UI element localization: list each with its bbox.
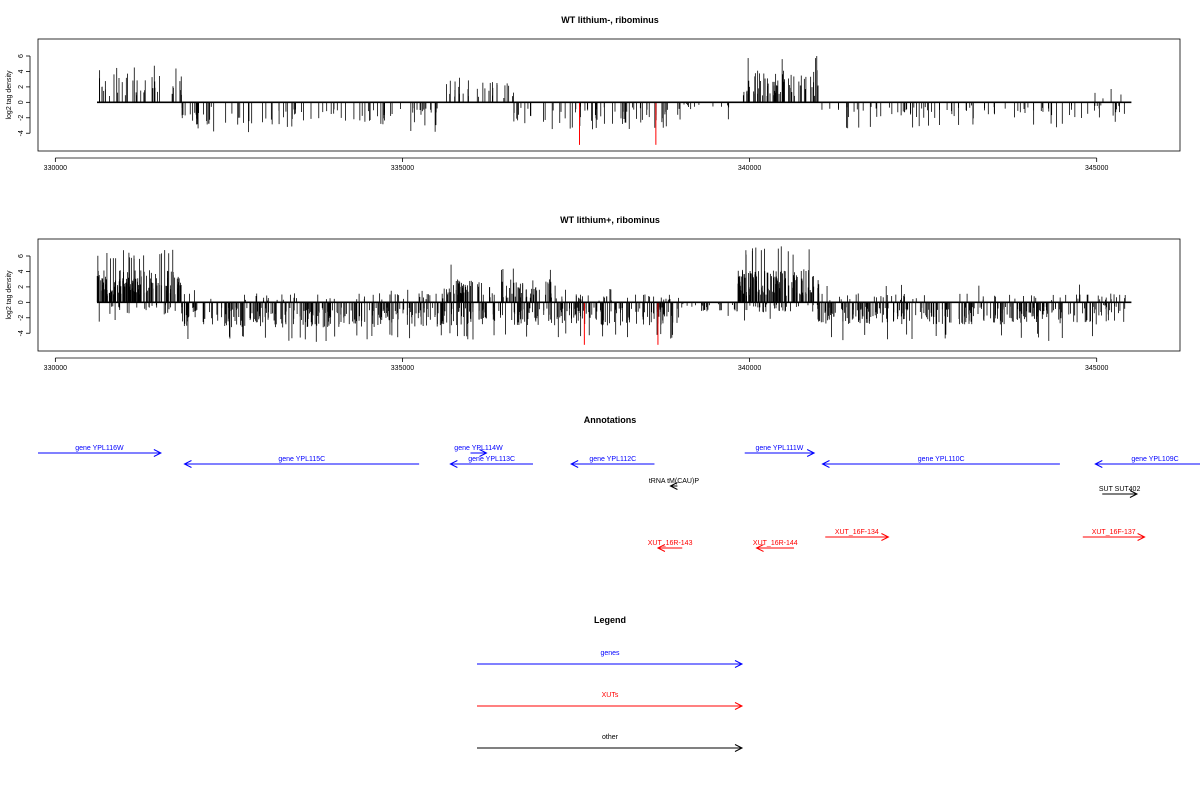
arrow-head: [449, 460, 458, 468]
legend-entry: XUTs: [477, 692, 744, 710]
arrow-head: [656, 544, 666, 552]
feature-label: XUT_16R-143: [648, 540, 693, 547]
annotation-items: gene YPL116W gene YPL115C gene YPL114W gene…: [38, 445, 1200, 552]
y-tick-label: 6: [18, 54, 25, 58]
feature-label: gene YPL114W: [454, 445, 503, 452]
axes: -4 -2 0 2 4 6 330000 335000 340000 345000: [18, 254, 1108, 372]
feature-label: tRNA tM(CAU)P: [649, 478, 700, 485]
feature-label: gene YPL115C: [278, 456, 325, 463]
annotation-feature: SUT SUT402: [1099, 486, 1141, 498]
annotation-feature: XUT_16F-134: [825, 529, 890, 541]
plot-frame: [37, 238, 1181, 352]
arrow-head: [1094, 460, 1103, 468]
panel-lithium-plus: WT lithium+, ribominus log2 tag density …: [6, 215, 1181, 372]
annotation-feature: XUT_16R-144: [753, 540, 798, 552]
y-tick-label: 6: [18, 254, 25, 258]
x-tick-label: 335000: [391, 165, 414, 172]
feature-label: XUT_16F-137: [1092, 529, 1136, 536]
annotation-feature: gene YPL113C: [449, 456, 533, 468]
arrow-head: [755, 544, 764, 552]
y-tick-label: 0: [18, 100, 25, 104]
annotation-feature: XUT_16R-143: [648, 540, 693, 552]
annotation-feature: gene YPL114W: [454, 445, 503, 457]
legend-title: Legend: [594, 615, 626, 625]
legend-items: genes XUTs other: [477, 650, 744, 752]
annotation-feature: gene YPL110C: [821, 456, 1060, 468]
feature-label: gene YPL110C: [918, 456, 965, 463]
annotation-feature: gene YPL115C: [183, 456, 420, 468]
y-tick-label: 2: [18, 85, 25, 89]
panel-title: WT lithium+, ribominus: [560, 215, 660, 225]
legend: Legend genes XUTs other: [477, 615, 744, 752]
arrow-head: [821, 460, 830, 468]
arrow-head: [479, 449, 488, 457]
x-tick-label: 345000: [1085, 165, 1108, 172]
panel-lithium-minus: WT lithium-, ribominus log2 tag density …: [6, 15, 1181, 172]
arrow-head: [153, 449, 162, 457]
density-bars: [97, 56, 1132, 145]
annotation-feature: gene YPL116W: [38, 445, 162, 457]
legend-label: other: [602, 734, 619, 741]
annotations-title: Annotations: [584, 415, 637, 425]
annotation-feature: gene YPL112C: [570, 456, 655, 468]
x-tick-label: 330000: [44, 365, 67, 372]
arrow-head: [1137, 533, 1146, 541]
y-tick-label: 2: [18, 285, 25, 289]
x-tick-label: 340000: [738, 165, 761, 172]
axes: -4 -2 0 2 4 6 330000 335000 340000 345000: [18, 54, 1108, 172]
x-tick-label: 345000: [1085, 365, 1108, 372]
feature-label: gene YPL111W: [755, 445, 803, 452]
annotation-feature: gene YPL111W: [744, 445, 816, 457]
feature-label: SUT SUT402: [1099, 486, 1141, 493]
x-tick-label: 335000: [391, 365, 414, 372]
legend-entry: other: [477, 734, 744, 752]
y-axis-label: log2 tag density: [6, 70, 13, 120]
feature-label: gene YPL109C: [1131, 456, 1178, 463]
y-tick-label: 0: [18, 300, 25, 304]
arrow-head: [183, 460, 192, 468]
y-tick-label: 4: [18, 269, 25, 273]
y-tick-label: -2: [18, 315, 25, 321]
x-tick-label: 330000: [44, 165, 67, 172]
arrow-head: [669, 482, 678, 490]
panel-title: WT lithium-, ribominus: [561, 15, 659, 25]
feature-label: XUT_16F-134: [835, 529, 879, 536]
arrow-head: [806, 449, 816, 457]
x-tick-label: 340000: [738, 365, 761, 372]
y-tick-label: -4: [18, 330, 25, 336]
arrow-head: [734, 660, 744, 668]
arrow-head: [881, 533, 890, 541]
arrow-head: [570, 460, 579, 468]
feature-label: gene YPL112C: [589, 456, 636, 463]
annotation-feature: gene YPL109C: [1094, 456, 1200, 468]
plot-frame: [37, 38, 1181, 152]
annotation-feature: tRNA tM(CAU)P: [649, 478, 700, 490]
legend-entry: genes: [477, 650, 744, 668]
density-bars: [96, 246, 1132, 345]
legend-label: genes: [600, 650, 620, 657]
y-axis-label: log2 tag density: [6, 270, 13, 320]
y-tick-label: 4: [18, 69, 25, 73]
feature-label: gene YPL116W: [75, 445, 124, 452]
arrow-head: [734, 744, 744, 752]
feature-label: gene YPL113C: [468, 456, 515, 463]
arrow-head: [734, 702, 744, 710]
legend-label: XUTs: [602, 692, 619, 699]
y-tick-label: -4: [18, 130, 25, 136]
y-tick-label: -2: [18, 115, 25, 121]
feature-label: XUT_16R-144: [753, 540, 798, 547]
arrow-head: [1129, 490, 1139, 498]
annotation-feature: XUT_16F-137: [1082, 529, 1146, 541]
